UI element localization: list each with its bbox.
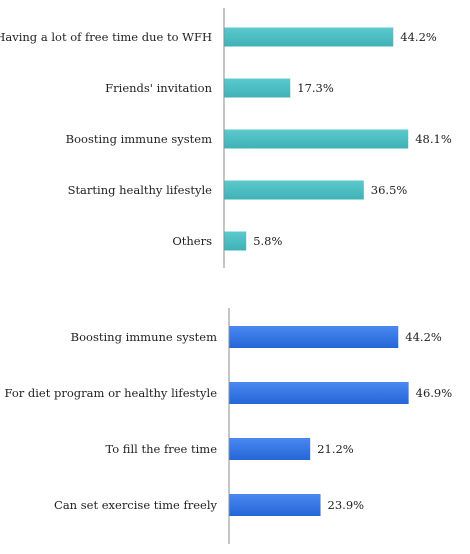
- category-label: Friends' invitation: [105, 81, 212, 95]
- category-label: Starting healthy lifestyle: [68, 183, 213, 197]
- bar: [229, 326, 399, 348]
- value-label: 36.5%: [371, 183, 408, 197]
- value-label: 44.2%: [405, 330, 442, 344]
- value-label: 48.1%: [415, 132, 452, 146]
- bar: [224, 129, 409, 149]
- value-label: 5.8%: [253, 234, 282, 248]
- bar: [224, 180, 364, 200]
- bar: [229, 438, 311, 460]
- category-label: To fill the free time: [105, 442, 217, 456]
- category-label: Can set exercise time freely: [54, 498, 217, 512]
- value-label: 21.2%: [317, 442, 354, 456]
- value-label: 17.3%: [297, 81, 334, 95]
- value-label: 44.2%: [400, 30, 437, 44]
- bar: [224, 78, 291, 98]
- bar: [229, 382, 409, 404]
- chart-free-time-reasons: Having a lot of free time due to WFH 44.2…: [0, 8, 452, 268]
- category-label: Boosting immune system: [71, 330, 217, 344]
- bar: [229, 494, 321, 516]
- bar: [224, 231, 247, 251]
- category-label: Others: [172, 234, 212, 248]
- category-label: Boosting immune system: [66, 132, 212, 146]
- category-label: For diet program or healthy lifestyle: [4, 386, 217, 400]
- chart-home-exercise-reasons: Boosting immune system 44.2% For diet prog…: [4, 308, 452, 544]
- value-label: 23.9%: [328, 498, 365, 512]
- bar: [224, 27, 394, 47]
- value-label: 46.9%: [416, 386, 453, 400]
- category-label: Having a lot of free time due to WFH: [0, 30, 212, 44]
